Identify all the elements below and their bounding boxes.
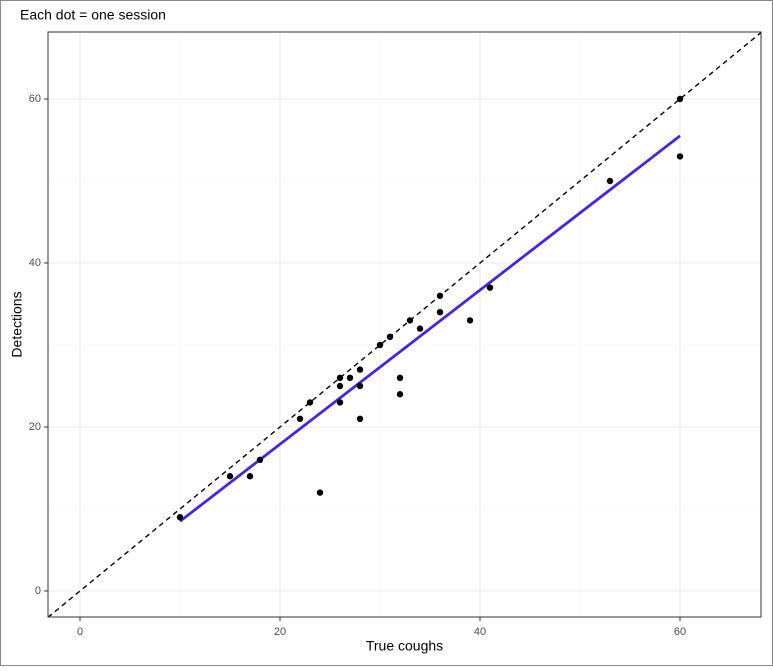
point xyxy=(316,489,324,496)
x-tick-label: 0 xyxy=(77,626,83,638)
point xyxy=(356,366,364,373)
point xyxy=(376,341,384,349)
point xyxy=(306,399,314,406)
point xyxy=(436,308,444,316)
x-tick-label: 60 xyxy=(674,626,686,638)
chart-title: Each dot = one session xyxy=(20,7,166,23)
y-axis-label: Detections xyxy=(9,291,25,357)
y-tick-label: 60 xyxy=(29,93,41,105)
y-tick-label: 40 xyxy=(29,257,41,269)
point xyxy=(486,284,494,291)
point xyxy=(336,382,344,390)
point xyxy=(676,153,684,160)
y-tick-label: 0 xyxy=(35,585,41,597)
point xyxy=(356,382,364,390)
point xyxy=(336,399,344,406)
point xyxy=(256,456,264,464)
x-axis-label: True coughs xyxy=(366,638,443,654)
point xyxy=(346,374,354,382)
point xyxy=(296,415,304,423)
point xyxy=(356,415,364,423)
point xyxy=(386,333,394,341)
reference-line xyxy=(48,32,761,617)
point xyxy=(466,317,474,324)
point xyxy=(246,473,254,480)
panel-border xyxy=(47,31,762,618)
y-tick-label: 20 xyxy=(29,421,41,433)
fit-line xyxy=(179,134,681,523)
point xyxy=(396,391,404,398)
point xyxy=(416,325,424,332)
x-tick-label: 40 xyxy=(474,626,486,638)
x-tick-label: 20 xyxy=(274,626,286,638)
point xyxy=(406,317,414,324)
point xyxy=(396,374,404,382)
point xyxy=(606,177,614,185)
point xyxy=(436,292,444,299)
point xyxy=(226,473,234,480)
point xyxy=(176,514,184,521)
point xyxy=(336,374,344,382)
point xyxy=(676,95,684,103)
